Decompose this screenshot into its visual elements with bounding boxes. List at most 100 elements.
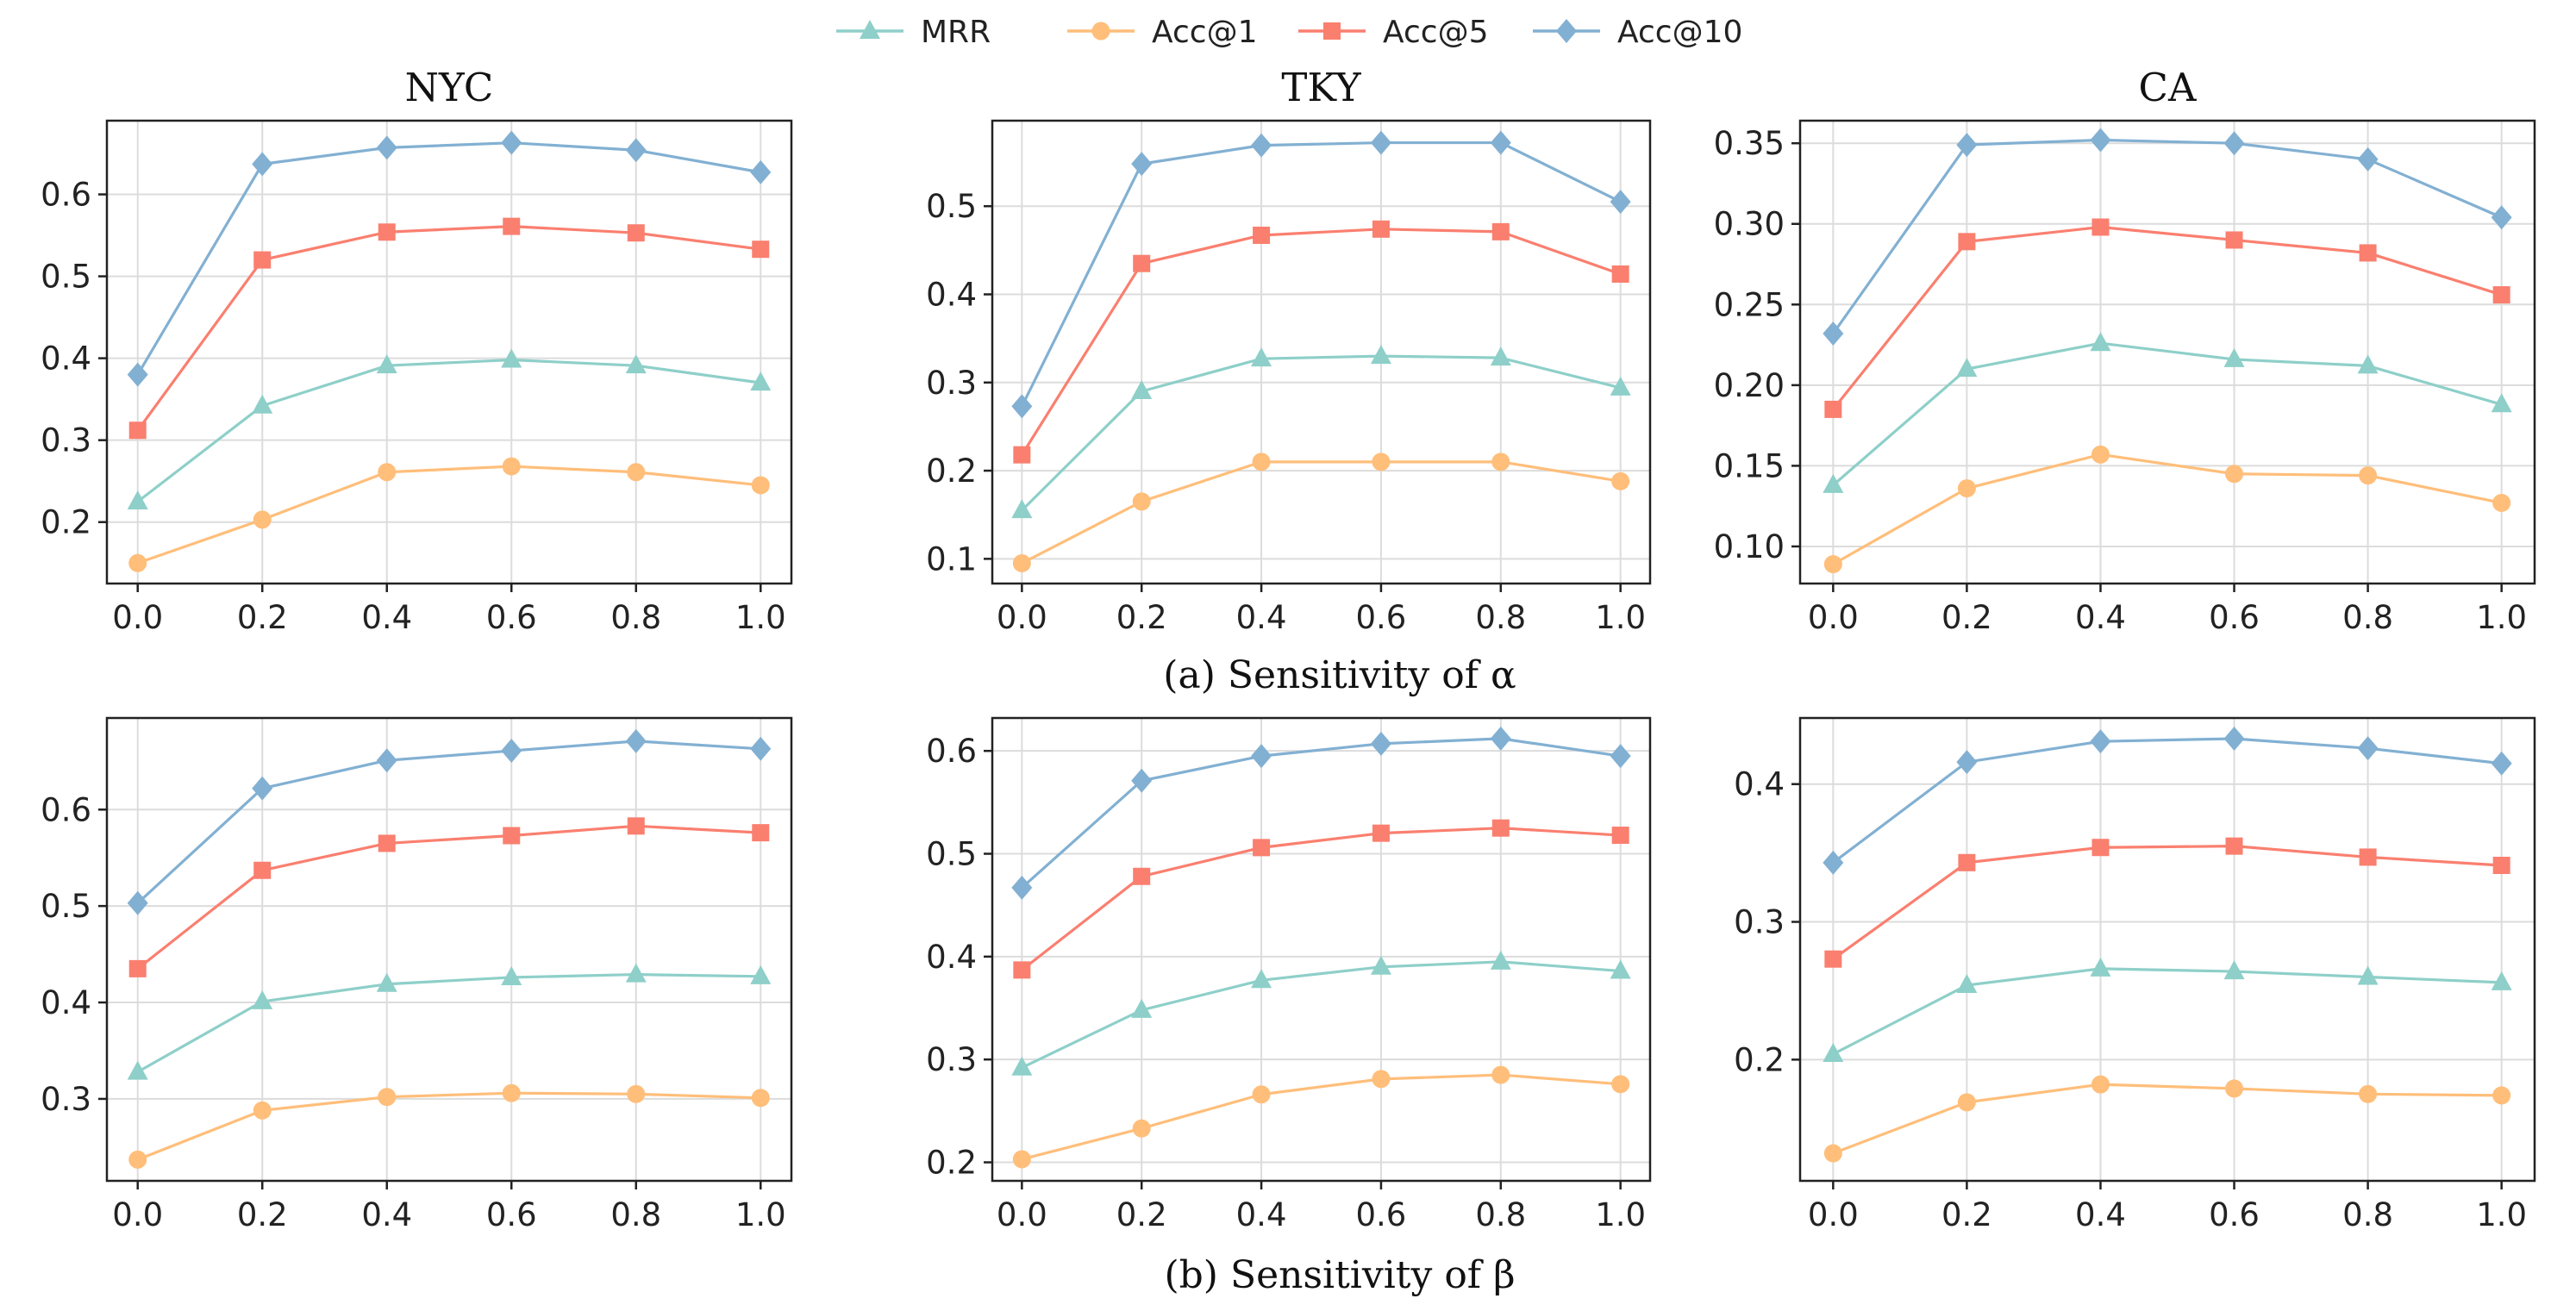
y-tick-label: 0.2 — [926, 1145, 977, 1182]
data-point — [1824, 400, 1842, 418]
data-point — [378, 834, 396, 852]
data-point — [501, 130, 522, 155]
data-point — [752, 824, 770, 842]
y-tick-label: 0.5 — [41, 259, 91, 296]
series-mrr — [1823, 332, 2512, 493]
data-point — [376, 135, 397, 160]
series-line — [136, 141, 761, 376]
data-point — [2492, 493, 2511, 512]
data-point — [2225, 1079, 2244, 1098]
data-point — [1370, 731, 1391, 756]
series-line — [136, 740, 761, 904]
data-point — [2091, 218, 2110, 236]
y-tick-label: 0.4 — [41, 340, 91, 378]
data-point — [2090, 957, 2111, 977]
data-point — [625, 138, 647, 163]
series-line — [1020, 140, 1622, 408]
x-tick-label: 1.0 — [1595, 1196, 1646, 1233]
data-point — [2225, 837, 2243, 855]
x-tick-label: 0.8 — [1475, 1196, 1526, 1233]
data-point — [253, 510, 272, 529]
data-point — [1491, 453, 1510, 471]
data-point — [1370, 955, 1391, 975]
data-point — [127, 490, 148, 509]
data-point — [2223, 726, 2245, 751]
data-point — [252, 152, 273, 177]
data-point — [378, 463, 397, 482]
y-tick-label: 0.3 — [926, 365, 977, 402]
data-point — [1372, 220, 1390, 238]
series-acc-at-5 — [128, 817, 770, 977]
data-point — [1252, 1085, 1271, 1104]
data-point — [128, 1150, 147, 1169]
series-mrr — [1823, 957, 2512, 1062]
caption-beta: (b) Sensitivity of β — [1164, 1253, 1515, 1297]
legend-label: MRR — [921, 15, 991, 50]
data-point — [2091, 445, 2110, 464]
x-tick-label: 1.0 — [2476, 1196, 2527, 1233]
caption-alpha: (a) Sensitivity of α — [1163, 653, 1516, 697]
panel-alpha-1: 0.2 0.3 0.4 0.5 0.6 0.0 0.2 0.4 0.6 0.8 1.0 NYC — [41, 65, 793, 636]
series-acc-at-10 — [1011, 726, 1631, 900]
y-tick-label: 0.3 — [41, 1081, 91, 1118]
x-tick-label: 0.4 — [1236, 599, 1287, 636]
x-tick-label: 0.4 — [2075, 1196, 2126, 1233]
data-point — [1611, 265, 1629, 283]
x-tick-label: 0.0 — [997, 599, 1047, 636]
data-point — [750, 965, 772, 984]
data-point — [750, 736, 772, 761]
series-line — [1832, 737, 2502, 865]
data-point — [2491, 393, 2512, 413]
x-tick-label: 0.4 — [1236, 1196, 1287, 1233]
data-point — [128, 553, 147, 572]
y-tick-label: 0.15 — [1714, 447, 1785, 484]
data-point — [1370, 345, 1391, 365]
data-point — [501, 965, 522, 985]
data-point — [1131, 152, 1153, 177]
data-point — [376, 972, 397, 992]
legend-item-mrr: MRR — [836, 15, 991, 50]
data-point — [1252, 453, 1271, 471]
data-point — [2223, 131, 2245, 156]
x-tick-label: 0.0 — [112, 1196, 163, 1233]
data-point — [2359, 1084, 2378, 1103]
data-point — [2492, 857, 2510, 875]
data-point — [2491, 971, 2512, 990]
y-tick-label: 0.4 — [41, 984, 91, 1021]
legend-marker — [1091, 22, 1110, 41]
plot-frame — [991, 716, 1652, 1183]
series-line — [137, 465, 761, 565]
data-point — [128, 421, 147, 440]
y-tick-label: 0.6 — [41, 791, 91, 828]
data-point — [2225, 465, 2244, 484]
x-tick-label: 0.2 — [1116, 599, 1167, 636]
series-acc-at-10 — [1823, 128, 2512, 346]
data-point — [1490, 726, 1511, 751]
data-point — [378, 1088, 397, 1107]
x-tick-label: 0.0 — [1808, 599, 1859, 636]
x-tick-label: 0.8 — [610, 1196, 661, 1233]
data-point — [503, 217, 521, 235]
data-point — [1013, 446, 1031, 464]
series-acc-at-10 — [1823, 726, 2512, 875]
data-point — [2090, 128, 2111, 153]
panel-title: NYC — [405, 65, 494, 110]
data-point — [1823, 1144, 1842, 1163]
legend-item-acc-at-10: Acc@10 — [1533, 15, 1742, 50]
x-tick-label: 0.6 — [2209, 1196, 2260, 1233]
y-tick-label: 0.2 — [41, 504, 91, 541]
x-tick-label: 1.0 — [735, 1196, 786, 1233]
data-point — [1958, 853, 1976, 871]
data-point — [2357, 147, 2379, 172]
data-point — [1491, 819, 1510, 837]
data-point — [501, 348, 522, 368]
legend-item-acc-at-1: Acc@1 — [1067, 15, 1257, 50]
data-point — [1491, 222, 1510, 240]
data-point — [127, 362, 148, 387]
y-tick-label: 0.6 — [41, 177, 91, 214]
data-point — [1011, 499, 1033, 519]
data-point — [625, 728, 647, 753]
data-point — [2225, 231, 2243, 249]
series-acc-at-5 — [1824, 837, 2510, 968]
panel-alpha-3: 0.10 0.15 0.20 0.25 0.30 0.35 0.0 0.2 0.4 0.6 0.8 1… — [1714, 65, 2536, 636]
